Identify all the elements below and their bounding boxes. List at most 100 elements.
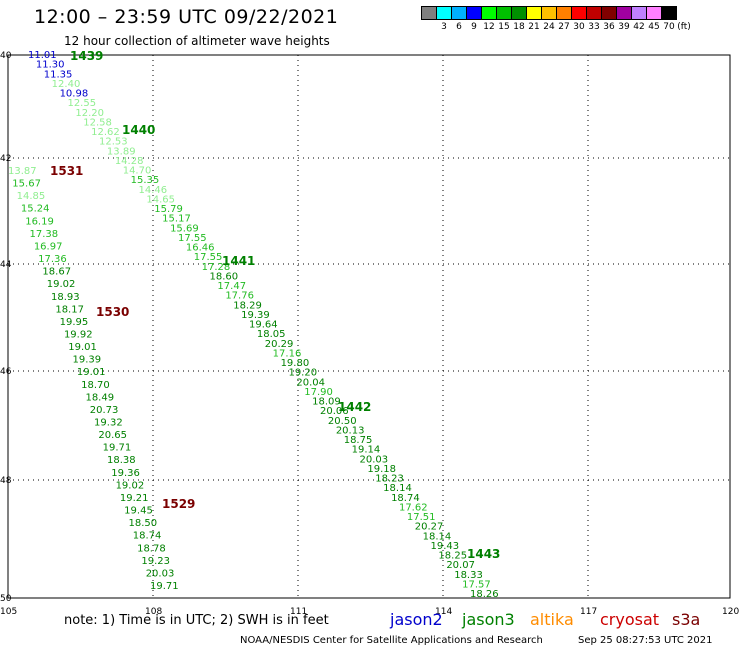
legend-label: 24 [543, 22, 555, 32]
swh-value: 19.20 [288, 368, 317, 379]
swh-value: 19.39 [73, 355, 102, 366]
pass-label: 1439 [70, 49, 103, 63]
swh-value: 12.62 [91, 127, 120, 138]
satellite-name: jason2 [390, 610, 443, 629]
swh-value: 18.14 [383, 483, 412, 494]
swh-value: 17.55 [178, 233, 207, 244]
legend-label: 36 [603, 22, 615, 32]
swh-value: 20.50 [328, 416, 357, 427]
swh-value: 20.07 [446, 560, 475, 571]
swh-value: 18.29 [233, 300, 262, 311]
swh-value: 18.50 [128, 518, 157, 529]
swh-value: 17.62 [399, 502, 428, 513]
swh-value: 19.39 [241, 310, 270, 321]
pass-label: 1443 [467, 547, 500, 561]
swh-value: 18.25 [438, 551, 467, 562]
legend-label: 21 [528, 22, 540, 32]
swh-value: 14.85 [17, 191, 46, 202]
pass-label: 1530 [96, 305, 129, 319]
swh-value: 18.70 [81, 380, 110, 391]
longitude-label: 114 [435, 607, 452, 617]
swh-value: 18.67 [42, 267, 71, 278]
swh-value: 18.14 [423, 531, 452, 542]
legend-label: 6 [456, 22, 462, 32]
swh-value: 19.43 [431, 541, 460, 552]
swh-value: 12.40 [52, 79, 81, 90]
pass-label: 1442 [338, 400, 371, 414]
swh-value: 13.89 [107, 146, 136, 157]
swh-value: 15.24 [21, 204, 50, 215]
swh-value: 19.95 [60, 317, 89, 328]
map-frame [7, 54, 731, 599]
swh-value: 20.04 [296, 377, 325, 388]
swh-value: 20.03 [146, 568, 175, 579]
swh-value: 11.35 [44, 69, 73, 80]
swh-value: 17.57 [462, 579, 491, 590]
swh-value: 18.23 [375, 474, 404, 485]
swh-value: 12.20 [75, 108, 104, 119]
latitude-label: 50 [0, 594, 12, 604]
swh-value: 18.09 [312, 397, 341, 408]
legend-swatch [661, 6, 677, 20]
legend-label: 18 [513, 22, 525, 32]
longitude-label: 105 [0, 607, 17, 617]
satellite-name: altika [530, 610, 574, 629]
swh-value: 19.14 [352, 445, 381, 456]
swh-color-legend [421, 6, 677, 20]
swh-value: 15.35 [131, 175, 160, 186]
swh-value: 17.36 [38, 254, 67, 265]
swh-value: 18.74 [391, 493, 420, 504]
latitude-label: 44 [0, 260, 12, 270]
swh-value: 18.74 [133, 531, 162, 542]
longitude-label: 111 [290, 607, 307, 617]
swh-value: 17.76 [225, 291, 254, 302]
swh-value: 19.71 [103, 443, 132, 454]
swh-value: 17.28 [202, 262, 231, 273]
swh-value: 20.29 [265, 339, 294, 350]
swh-value: 16.97 [34, 241, 63, 252]
satellite-name: jason3 [462, 610, 515, 629]
swh-value: 18.26 [470, 589, 499, 600]
swh-value: 19.02 [47, 279, 76, 290]
longitude-label: 117 [580, 607, 597, 617]
swh-value: 16.19 [25, 216, 54, 227]
pass-label: 1529 [162, 497, 195, 511]
legend-label: 3 [441, 22, 447, 32]
footer-note: note: 1) Time is in UTC; 2) SWH is in fe… [64, 613, 329, 628]
swh-value: 14.28 [115, 156, 144, 167]
swh-value: 17.55 [194, 252, 223, 263]
swh-value: 19.80 [281, 358, 310, 369]
swh-value: 17.47 [217, 281, 246, 292]
swh-value: 15.79 [154, 204, 183, 215]
legend-label: 45 [648, 22, 660, 32]
swh-value: 19.02 [116, 480, 145, 491]
swh-value: 18.93 [51, 292, 80, 303]
legend-label: 27 [558, 22, 570, 32]
swh-value: 19.18 [367, 464, 396, 475]
swh-value: 18.60 [210, 271, 239, 282]
swh-value: 10.98 [60, 89, 89, 100]
latitude-label: 42 [0, 154, 11, 164]
swh-value: 16.46 [186, 243, 215, 254]
swh-value: 12.58 [83, 117, 112, 128]
swh-value: 20.73 [90, 405, 119, 416]
satellite-name: cryosat [600, 610, 660, 629]
satellite-name: s3a [672, 610, 701, 629]
swh-value: 18.78 [137, 543, 166, 554]
credit-line: NOAA/NESDIS Center for Satellite Applica… [240, 635, 543, 646]
swh-value: 20.65 [98, 430, 127, 441]
swh-value: 17.51 [407, 512, 436, 523]
swh-value: 18.38 [107, 455, 136, 466]
swh-value: 14.46 [139, 185, 168, 196]
swh-value: 19.01 [68, 342, 97, 353]
legend-label: 42 [633, 22, 645, 32]
swh-value: 19.01 [77, 367, 106, 378]
swh-value: 17.38 [30, 229, 59, 240]
swh-value: 20.27 [415, 522, 444, 533]
pass-label: 1531 [50, 164, 83, 178]
swh-value: 17.90 [304, 387, 333, 398]
swh-value: 18.05 [257, 329, 286, 340]
latitude-label: 46 [0, 367, 12, 377]
swh-value: 19.92 [64, 329, 93, 340]
